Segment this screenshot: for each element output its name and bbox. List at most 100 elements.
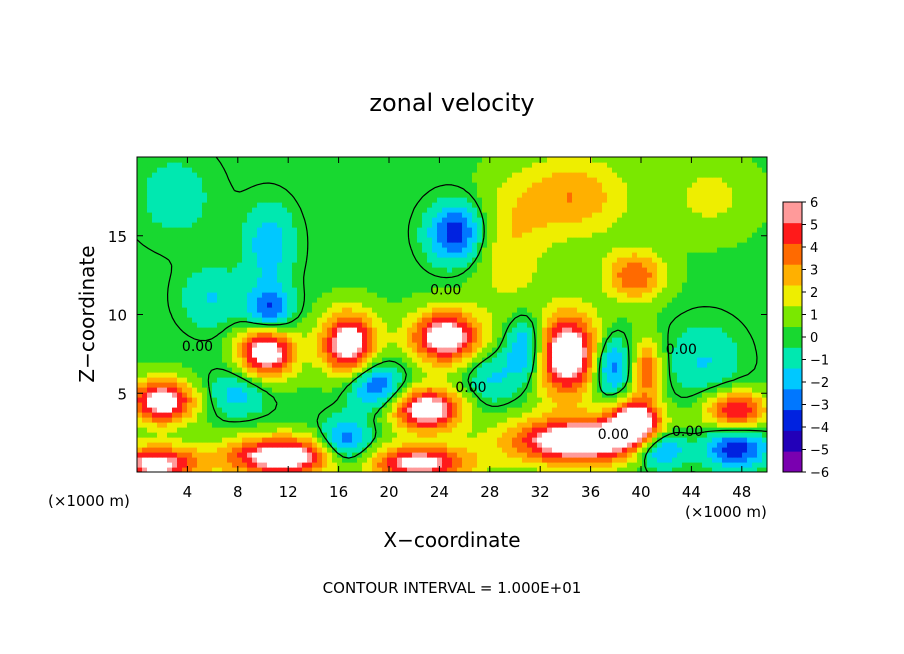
heat-cell bbox=[472, 362, 478, 368]
heat-cell bbox=[732, 327, 738, 333]
heat-cell bbox=[397, 402, 403, 408]
heat-cell bbox=[282, 332, 288, 338]
heat-cell bbox=[377, 382, 383, 388]
heat-cell bbox=[737, 357, 743, 363]
heat-cell bbox=[157, 362, 163, 368]
heat-cell bbox=[147, 352, 153, 358]
heat-cell bbox=[182, 317, 188, 323]
heat-cell bbox=[637, 437, 643, 443]
heat-cell bbox=[417, 417, 423, 423]
heat-cell bbox=[602, 372, 608, 378]
heat-cell bbox=[407, 452, 413, 458]
heat-cell bbox=[507, 452, 513, 458]
heat-cell bbox=[422, 282, 428, 288]
heat-cell bbox=[267, 347, 273, 353]
heat-cell bbox=[637, 387, 643, 393]
heat-cell bbox=[382, 327, 388, 333]
heat-cell bbox=[592, 287, 598, 293]
heat-cell bbox=[757, 352, 763, 358]
heat-cell bbox=[282, 422, 288, 428]
heat-cell bbox=[322, 272, 328, 278]
heat-cell bbox=[642, 297, 648, 303]
heat-cell bbox=[217, 367, 223, 373]
heat-cell bbox=[172, 387, 178, 393]
heat-cell bbox=[312, 362, 318, 368]
heat-cell bbox=[457, 392, 463, 398]
heat-cell bbox=[367, 382, 373, 388]
heat-cell bbox=[222, 417, 228, 423]
heat-cell bbox=[347, 452, 353, 458]
heat-cell bbox=[187, 432, 193, 438]
heat-cell bbox=[352, 372, 358, 378]
heat-cell bbox=[302, 382, 308, 388]
heat-cell bbox=[417, 287, 423, 293]
heat-cell bbox=[662, 447, 668, 453]
heat-cell bbox=[587, 432, 593, 438]
heat-cell bbox=[682, 292, 688, 298]
heat-cell bbox=[577, 307, 583, 313]
heat-cell bbox=[602, 327, 608, 333]
heat-cell bbox=[742, 462, 748, 468]
heat-cell bbox=[332, 297, 338, 303]
heat-cell bbox=[167, 467, 173, 472]
heat-cell bbox=[732, 447, 738, 453]
heat-cell bbox=[177, 452, 183, 458]
heat-cell bbox=[327, 422, 333, 428]
heat-cell bbox=[247, 317, 253, 323]
heat-cell bbox=[362, 322, 368, 328]
heat-cell bbox=[162, 357, 168, 363]
heat-cell bbox=[332, 342, 338, 348]
heat-cell bbox=[232, 292, 238, 298]
heat-cell bbox=[352, 417, 358, 423]
heat-cell bbox=[272, 387, 278, 393]
heat-cell bbox=[187, 322, 193, 328]
heat-cell bbox=[322, 442, 328, 448]
heat-cell bbox=[592, 387, 598, 393]
heat-cell bbox=[177, 397, 183, 403]
heat-cell bbox=[227, 387, 233, 393]
heat-cell bbox=[757, 282, 763, 288]
heat-cell bbox=[507, 467, 513, 472]
heat-cell bbox=[662, 277, 668, 283]
heat-cell bbox=[712, 347, 718, 353]
heat-cell bbox=[232, 327, 238, 333]
heat-cell bbox=[277, 407, 283, 413]
heat-cell bbox=[312, 367, 318, 373]
heat-cell bbox=[277, 442, 283, 448]
heat-cell bbox=[617, 357, 623, 363]
heat-cell bbox=[457, 417, 463, 423]
heat-cell bbox=[542, 412, 548, 418]
heat-cell bbox=[452, 282, 458, 288]
heat-cell bbox=[227, 397, 233, 403]
heat-cell bbox=[602, 397, 608, 403]
heat-cell bbox=[182, 297, 188, 303]
heat-cell bbox=[287, 412, 293, 418]
heat-cell bbox=[207, 307, 213, 313]
heat-cell bbox=[517, 292, 523, 298]
heat-cell bbox=[207, 377, 213, 383]
heat-cell bbox=[762, 382, 767, 388]
heat-cell bbox=[722, 327, 728, 333]
heat-cell bbox=[167, 292, 173, 298]
heat-cell bbox=[472, 387, 478, 393]
heat-cell bbox=[387, 272, 393, 278]
heat-cell bbox=[437, 292, 443, 298]
heat-cell bbox=[207, 412, 213, 418]
heat-cell bbox=[677, 402, 683, 408]
heat-cell bbox=[467, 392, 473, 398]
heat-cell bbox=[182, 352, 188, 358]
heat-cell bbox=[302, 402, 308, 408]
heat-cell bbox=[232, 462, 238, 468]
heat-cell bbox=[637, 362, 643, 368]
heat-cell bbox=[697, 287, 703, 293]
heat-cell bbox=[392, 417, 398, 423]
heat-cell bbox=[532, 407, 538, 413]
heat-cell bbox=[502, 277, 508, 283]
heat-cell bbox=[477, 427, 483, 433]
heat-cell bbox=[537, 292, 543, 298]
heat-cell bbox=[347, 342, 353, 348]
heat-cell bbox=[677, 417, 683, 423]
heat-cell bbox=[737, 292, 743, 298]
heat-cell bbox=[327, 352, 333, 358]
heat-cell bbox=[727, 297, 733, 303]
